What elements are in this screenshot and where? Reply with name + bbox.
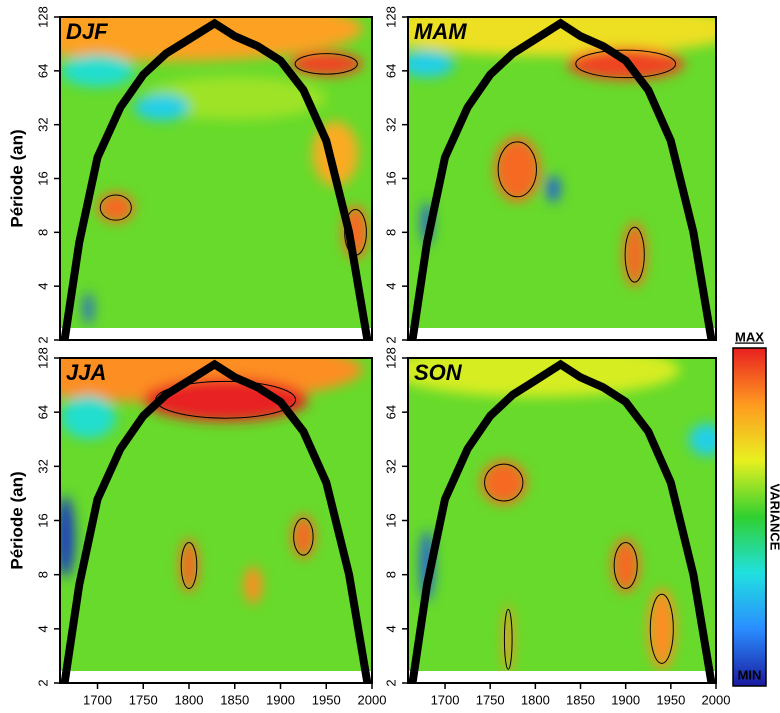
bottom-strip: [408, 328, 716, 340]
x-tick-label: 1700: [431, 692, 460, 707]
y-tick-label: 4: [35, 625, 50, 632]
x-tick-label: 2000: [702, 692, 731, 707]
power-region: [408, 17, 716, 56]
x-tick-label: 1800: [521, 692, 550, 707]
panel-title: JJA: [66, 360, 106, 385]
power-region: [97, 192, 135, 223]
panel-title: DJF: [66, 19, 108, 44]
y-tick-label: 8: [35, 229, 50, 236]
x-tick-label: 1850: [566, 692, 595, 707]
colorbar-min: MIN: [738, 667, 762, 682]
power-region: [623, 222, 646, 287]
significance-contour: [180, 541, 198, 589]
y-tick-label: 32: [383, 459, 398, 473]
power-region: [408, 50, 455, 78]
significance-contour: [503, 608, 513, 670]
panel-title: MAM: [414, 19, 467, 44]
y-tick-label: 32: [383, 117, 398, 131]
y-tick-label: 32: [35, 459, 50, 473]
x-tick-label: 1950: [312, 692, 341, 707]
significance-contour: [613, 541, 638, 589]
plot-area: [60, 358, 372, 683]
power-region: [243, 566, 263, 605]
significance-contour: [293, 517, 314, 556]
y-tick-label: 64: [383, 405, 398, 419]
x-tick-label: 2000: [358, 692, 387, 707]
x-tick-label: 1950: [656, 692, 685, 707]
y-tick-label: 16: [35, 513, 50, 527]
y-axis-label: Période (an): [7, 471, 26, 569]
power-region: [289, 51, 363, 76]
y-tick-label: 16: [383, 171, 398, 185]
y-tick-label: 128: [35, 6, 50, 28]
power-region: [481, 460, 527, 505]
x-tick-label: 1750: [129, 692, 158, 707]
power-region: [60, 17, 363, 62]
power-region: [503, 604, 513, 675]
bottom-strip: [60, 671, 372, 683]
plot-area: [60, 17, 372, 340]
bottom-strip: [60, 328, 372, 340]
power-region: [179, 538, 199, 593]
x-tick-label: 1800: [175, 692, 204, 707]
panel-title: SON: [414, 360, 463, 385]
bottom-strip: [408, 671, 716, 683]
power-region: [60, 395, 116, 439]
y-tick-label: 4: [383, 625, 398, 632]
significance-contour: [575, 49, 677, 79]
cone-of-influence: [408, 359, 716, 683]
colorbar-title: VARIANCE: [768, 484, 780, 551]
y-tick-label: 128: [383, 347, 398, 369]
y-tick-label: 2: [35, 336, 50, 343]
power-region: [134, 93, 190, 121]
power-region: [291, 515, 315, 559]
power-region: [83, 292, 93, 325]
significance-contour: [294, 53, 358, 75]
power-region: [143, 76, 327, 120]
cone-of-influence: [60, 359, 372, 683]
power-region: [688, 423, 716, 456]
x-tick-label: 1700: [83, 692, 112, 707]
power-region: [494, 137, 540, 202]
y-tick-label: 16: [35, 171, 50, 185]
y-tick-label: 64: [383, 64, 398, 78]
significance-contour: [624, 226, 645, 283]
y-tick-label: 128: [383, 6, 398, 28]
y-tick-label: 64: [35, 405, 50, 419]
significance-contour: [484, 463, 524, 502]
significance-contour: [649, 593, 674, 664]
x-tick-label: 1900: [266, 692, 295, 707]
significance-contour: [497, 141, 537, 198]
power-region: [546, 175, 561, 203]
x-tick-label: 1750: [476, 692, 505, 707]
power-region: [648, 588, 676, 670]
power-region: [60, 496, 75, 578]
y-axis-label: Période (an): [7, 129, 26, 227]
y-tick-label: 2: [35, 679, 50, 686]
x-tick-label: 1850: [220, 692, 249, 707]
y-tick-label: 128: [35, 347, 50, 369]
y-tick-label: 4: [35, 283, 50, 290]
y-tick-label: 4: [383, 283, 398, 290]
y-tick-label: 8: [383, 229, 398, 236]
y-tick-label: 2: [383, 336, 398, 343]
colorbar-max: MAX: [735, 329, 764, 344]
y-tick-label: 16: [383, 513, 398, 527]
significance-contour: [99, 194, 132, 221]
x-tick-label: 1900: [611, 692, 640, 707]
colorbar: [732, 347, 767, 687]
cone-of-influence: [408, 18, 716, 340]
y-tick-label: 64: [35, 64, 50, 78]
y-tick-label: 8: [383, 571, 398, 578]
plot-area: [408, 358, 716, 683]
plot-area: [408, 17, 716, 340]
power-region: [612, 538, 640, 593]
cone-of-influence: [60, 18, 372, 340]
y-tick-label: 32: [35, 117, 50, 131]
power-region: [60, 54, 135, 87]
y-tick-label: 2: [383, 679, 398, 686]
y-tick-label: 8: [35, 571, 50, 578]
